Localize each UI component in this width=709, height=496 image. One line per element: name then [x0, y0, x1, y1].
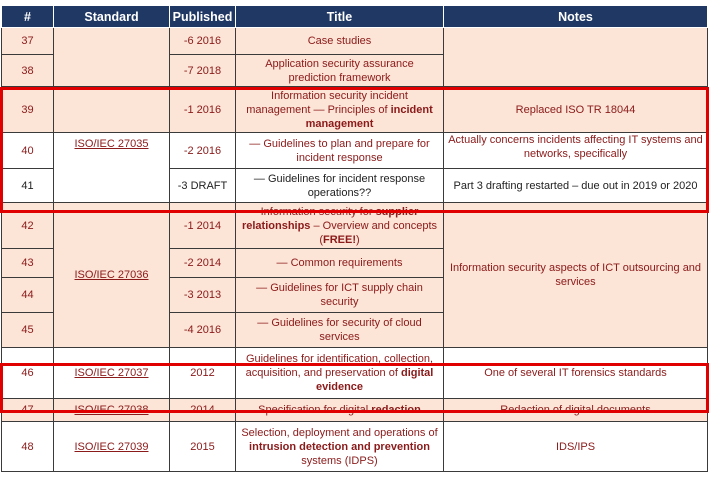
row-number: 45	[1, 312, 54, 348]
notes-cell: IDS/IPS	[443, 421, 708, 472]
published-cell: -7 2018	[169, 54, 236, 87]
published-cell: -4 2016	[169, 312, 236, 348]
title-text: Information security for	[260, 205, 376, 218]
table-row: 47 ISO/IEC 27038 2014 Specification for …	[1, 398, 708, 422]
row-number: 40	[1, 132, 54, 169]
published-cell: 2015	[169, 421, 236, 472]
title-text: systems (IDPS)	[301, 454, 378, 467]
col-header-title: Title	[235, 5, 444, 28]
row-number: 46	[1, 347, 54, 399]
title-cell: Case studies	[235, 27, 444, 55]
standard-cell-empty	[53, 27, 170, 87]
published-cell: -1 2014	[169, 202, 236, 249]
title-cell: — Guidelines to plan and prepare for inc…	[235, 132, 444, 169]
table-row: 39 -1 2016 Information security incident…	[1, 86, 708, 133]
notes-cell: Part 3 drafting restarted – due out in 2…	[443, 168, 708, 203]
published-cell: 2014	[169, 398, 236, 422]
notes-cell: Actually concerns incidents affecting IT…	[443, 132, 708, 169]
standard-link-27036[interactable]: ISO/IEC 27036	[53, 202, 170, 348]
row-number: 37	[1, 27, 54, 55]
title-highlight: FREE!	[323, 233, 356, 246]
row-number: 44	[1, 277, 54, 313]
standard-link-27037[interactable]: ISO/IEC 27037	[53, 347, 170, 399]
table-row: 38 -7 2018 Application security assuranc…	[1, 54, 708, 87]
title-cell: Information security for supplier relati…	[235, 202, 444, 249]
col-header-notes: Notes	[443, 5, 708, 28]
title-cell: Information security incident management…	[235, 86, 444, 133]
title-cell: Selection, deployment and operations of …	[235, 421, 444, 472]
standard-link-27039[interactable]: ISO/IEC 27039	[53, 421, 170, 472]
title-cell: — Guidelines for security of cloud servi…	[235, 312, 444, 348]
notes-cell: Replaced ISO TR 18044	[443, 86, 708, 133]
published-cell: -3 DRAFT	[169, 168, 236, 203]
row-number: 48	[1, 421, 54, 472]
table-row: 43 -2 2014 — Common requirements	[1, 248, 708, 278]
title-cell: — Common requirements	[235, 248, 444, 278]
row-number: 39	[1, 86, 54, 133]
title-text: Guidelines for identification, collectio…	[245, 353, 434, 379]
title-highlight: intrusion detection and prevention	[249, 440, 430, 453]
title-highlight: digital evidence	[315, 367, 434, 393]
row-number: 41	[1, 168, 54, 203]
title-text: Selection, deployment and operations of	[241, 426, 438, 439]
published-cell: -3 2013	[169, 277, 236, 313]
notes-cell: Information security aspects of ICT outs…	[443, 202, 708, 348]
published-cell: -1 2016	[169, 86, 236, 133]
published-cell: -2 2014	[169, 248, 236, 278]
title-cell: Guidelines for identification, collectio…	[235, 347, 444, 399]
title-text: Specification for digital	[258, 404, 372, 416]
table-row: 42 ISO/IEC 27036 -1 2014 Information sec…	[1, 202, 708, 348]
published-cell: 2012	[169, 347, 236, 399]
row-number: 47	[1, 398, 54, 422]
table-row: 48 ISO/IEC 27039 2015 Selection, deploym…	[1, 421, 708, 472]
title-cell: Application security assurance predictio…	[235, 54, 444, 87]
published-cell: -6 2016	[169, 27, 236, 55]
notes-cell: One of several IT forensics standards	[443, 347, 708, 399]
title-text: – Overview and concepts (	[310, 219, 438, 246]
table-row: 41 -3 DRAFT — Guidelines for incident re…	[1, 168, 708, 203]
standard-cell-empty	[53, 86, 170, 133]
row-number: 42	[1, 202, 54, 249]
table-row: 44 -3 2013 — Guidelines for ICT supply c…	[1, 277, 708, 313]
title-text: Information security incident management…	[246, 89, 408, 116]
notes-cell: Redaction of digital documents	[443, 398, 708, 422]
published-cell: -2 2016	[169, 132, 236, 169]
col-header-num: #	[1, 5, 54, 28]
header-row: # Standard Published Title Notes	[1, 5, 708, 28]
title-text: )	[356, 233, 360, 246]
table-row: 40 ISO/IEC 27035 -2 2016 — Guidelines to…	[1, 132, 708, 203]
table-row: 46 ISO/IEC 27037 2012 Guidelines for ide…	[1, 347, 708, 399]
standard-link-27035[interactable]: ISO/IEC 27035	[53, 132, 170, 203]
row-number: 38	[1, 54, 54, 87]
title-highlight: incident management	[305, 103, 433, 130]
table-row: 37 -6 2016 Case studies	[1, 27, 708, 87]
col-header-published: Published	[169, 5, 236, 28]
title-cell: — Guidelines for ICT supply chain securi…	[235, 277, 444, 313]
row-number: 43	[1, 248, 54, 278]
col-header-standard: Standard	[53, 5, 170, 28]
standards-table: # Standard Published Title Notes 37 -6 2…	[1, 5, 708, 472]
standard-link-27038[interactable]: ISO/IEC 27038	[53, 398, 170, 422]
notes-cell-empty	[443, 27, 708, 87]
title-highlight: redaction	[371, 404, 421, 416]
title-cell: Specification for digital redaction	[235, 398, 444, 422]
title-cell: — Guidelines for incident response opera…	[235, 168, 444, 203]
